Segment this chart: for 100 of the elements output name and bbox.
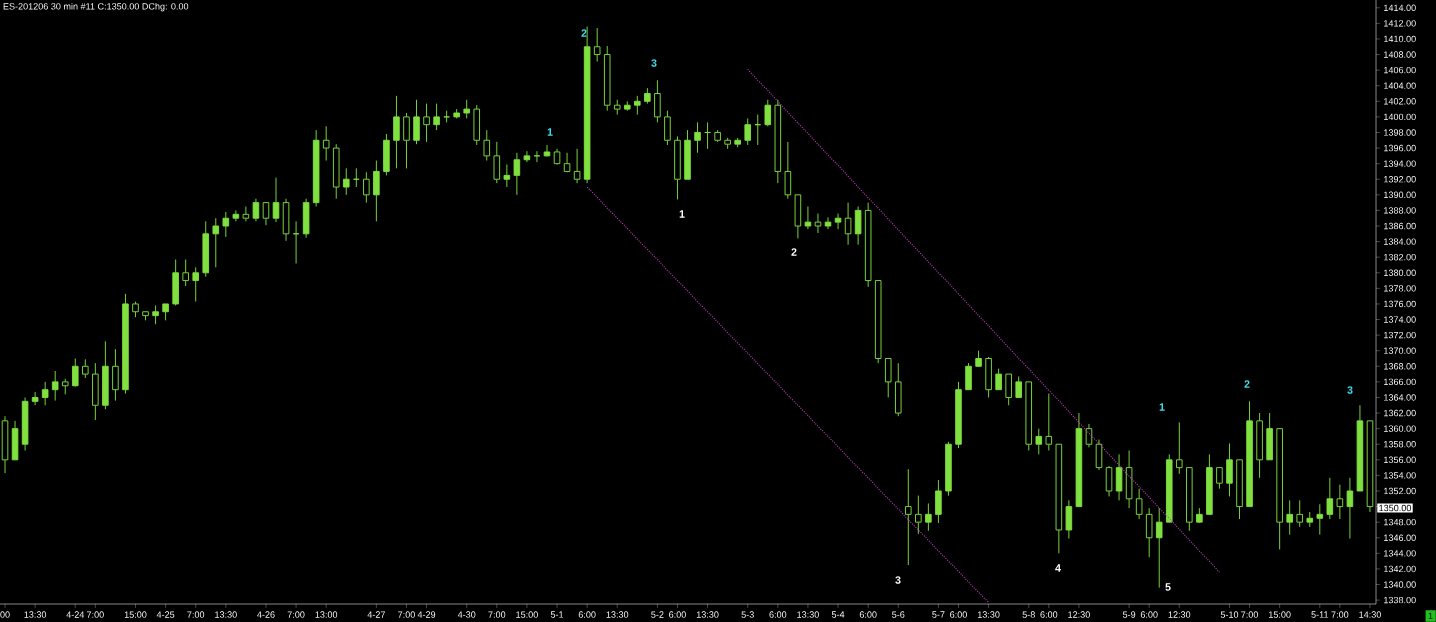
candlestick (814, 213, 822, 234)
candlestick (1065, 499, 1073, 539)
candlestick (854, 206, 862, 246)
y-tick-label: 1388.00 (1384, 207, 1416, 214)
candlestick (1226, 442, 1233, 497)
candlestick (202, 220, 210, 278)
candlestick (1326, 477, 1334, 520)
candlestick (804, 206, 812, 230)
candlestick (172, 259, 179, 306)
candlestick (423, 103, 430, 143)
candlestick (232, 209, 240, 222)
x-tick-label: 13:30 (696, 611, 719, 618)
annotation: 2 (791, 248, 797, 256)
x-tick-label: 4-25 (156, 611, 175, 618)
candlestick (373, 160, 380, 222)
candlestick (724, 137, 731, 150)
y-tick-label: 1378.00 (1384, 285, 1416, 292)
x-tick-label: 5-9 (1122, 611, 1136, 618)
x-tick-label: 13:30 (977, 611, 1000, 618)
candlestick (764, 99, 772, 127)
x-tick-label: 13:30 (797, 611, 819, 618)
y-tick-label: 1376.00 (1384, 300, 1416, 308)
candlestick (71, 358, 79, 387)
candlestick (784, 141, 792, 200)
y-tick-label: 1354.00 (1384, 472, 1416, 479)
x-tick-label: 4-30 (457, 611, 476, 618)
x-tick-label: 5-11 (1311, 611, 1329, 618)
y-tick-label: 1412.00 (1384, 20, 1416, 27)
candlestick (573, 148, 581, 184)
candlestick (31, 391, 39, 406)
y-tick-label: 1414.00 (1384, 4, 1416, 11)
x-tick-label: 13:30 (24, 611, 47, 618)
x-tick-label: 6:00 (769, 611, 787, 618)
candlestick (1155, 507, 1163, 589)
y-tick-label: 1406.00 (1384, 66, 1416, 74)
x-tick-label: 12:30 (1068, 611, 1090, 618)
x-tick-label: 5-6 (892, 611, 905, 618)
candlestick (1105, 465, 1113, 497)
y-tick-label: 1390.00 (1384, 191, 1416, 199)
candlestick (51, 370, 59, 402)
y-tick-label: 1384.00 (1384, 238, 1416, 245)
candlestick (122, 293, 129, 395)
candlestick (322, 125, 330, 162)
candlestick (624, 100, 631, 112)
candlestick (222, 211, 230, 238)
candlestick (945, 441, 952, 497)
candlestick (1346, 477, 1354, 539)
candlestick (834, 213, 842, 230)
candlestick (844, 202, 852, 246)
y-tick-label: 1408.00 (1384, 51, 1416, 58)
y-tick-label: 1392.00 (1384, 176, 1416, 183)
candlestick (302, 198, 310, 239)
y-tick-label: 1380.00 (1384, 269, 1416, 276)
y-tick-label: 1362.00 (1384, 409, 1416, 417)
candlestick (694, 121, 701, 154)
candlestick (1256, 412, 1263, 479)
candlestick (744, 117, 751, 146)
x-tick-label: 14:30 (1359, 611, 1381, 618)
x-tick-label: 7:00 (287, 611, 305, 618)
candlestick (1145, 507, 1153, 558)
candlestick (905, 468, 912, 566)
x-tick-label: 7:00 (488, 611, 506, 618)
x-tick-label: 13:30 (606, 611, 629, 618)
candlestick (925, 502, 932, 532)
x-tick-label: 7:00 (1331, 611, 1349, 618)
x-tick-label: 6:00 (1040, 611, 1058, 618)
text: 1350.00 (1379, 504, 1412, 512)
candlestick (212, 217, 220, 268)
x-tick-label: 4-29 (417, 611, 436, 618)
candlestick (192, 266, 199, 303)
y-tick-label: 1366.00 (1384, 378, 1416, 386)
candlestick (1115, 453, 1123, 501)
x-tick-label: 4-26 (257, 611, 275, 618)
x-tick-label: 4-24 (66, 611, 85, 618)
candlestick (613, 99, 621, 116)
x-tick-label: 7:00 (86, 611, 104, 618)
candlestick (603, 45, 611, 112)
x-tick-label: 6:00 (1140, 611, 1158, 618)
candlestick (1135, 488, 1143, 520)
candlestick (985, 356, 992, 398)
candlestick (714, 129, 721, 143)
annotation: 1 (1159, 403, 1165, 411)
x-tick-label: 12:30 (1168, 611, 1191, 618)
chart-title: ES-201206 30 min #11 C:1350.00 DChg: 0.00 (3, 2, 189, 12)
y-tick-label: 1410.00 (1384, 35, 1416, 43)
candlestick (583, 26, 591, 184)
x-tick-label: 15:00 (124, 611, 147, 618)
candlestick (935, 479, 942, 524)
candlestick (92, 362, 99, 421)
candlestick (503, 163, 511, 188)
candlestick (1176, 421, 1183, 475)
y-tick-label: 1374.00 (1384, 316, 1416, 323)
candlestick (433, 103, 440, 131)
y-tick-label: 1360.00 (1384, 425, 1416, 432)
candlestick (1306, 511, 1314, 528)
candlestick (674, 135, 681, 200)
candlestick (272, 177, 280, 223)
candlestick (312, 129, 320, 207)
x-tick-label: 5-10 (1220, 611, 1239, 618)
x-tick-label: 5-1 (550, 611, 564, 618)
